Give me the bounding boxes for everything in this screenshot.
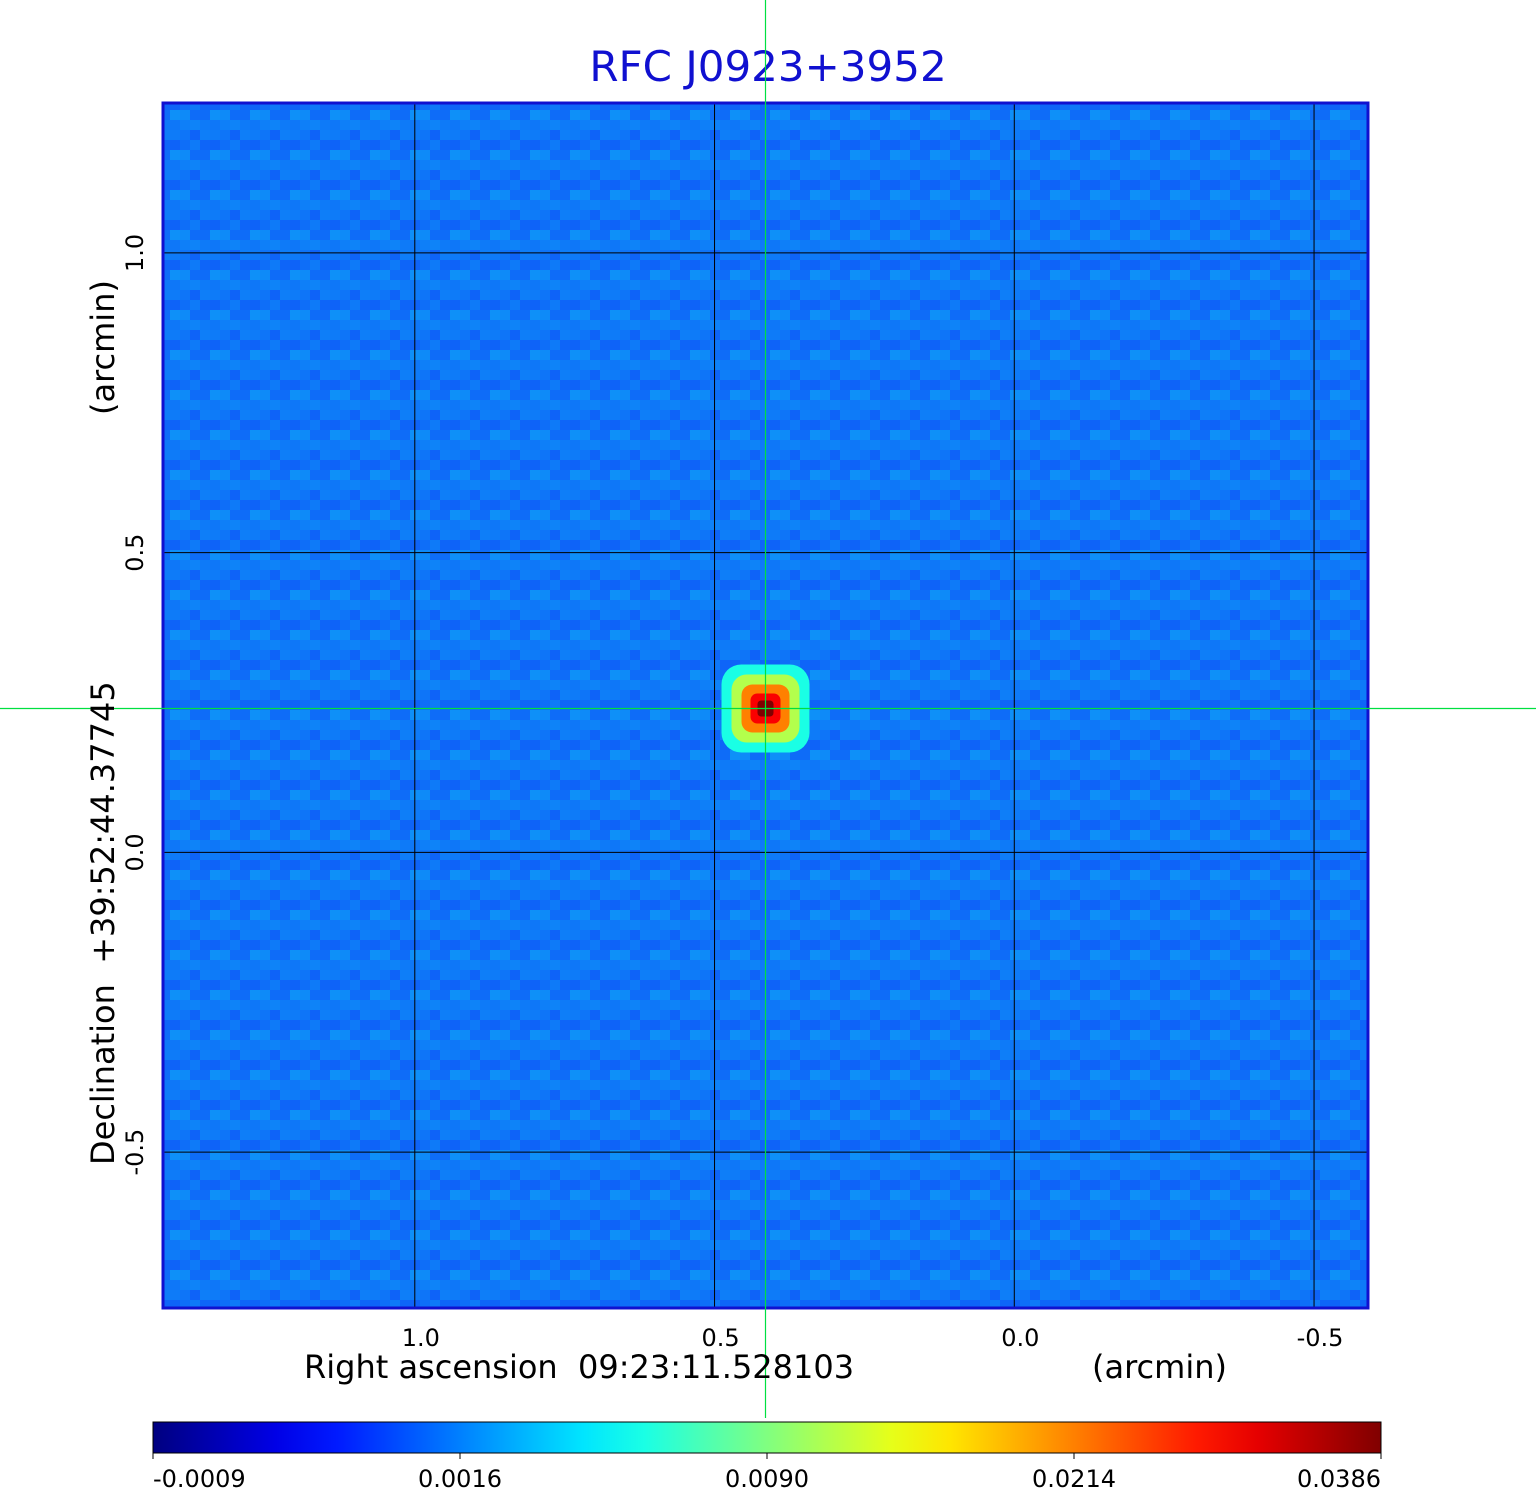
y-axis-label: Declination +39:52:44.37745 (84, 681, 122, 1165)
y-tick-label-1: 0.5 (121, 534, 149, 572)
x-tick-label-0: 1.0 (402, 1324, 440, 1352)
x-axis-label: Right ascension 09:23:11.528103 (304, 1348, 855, 1386)
y-axis-unit: (arcmin) (84, 280, 122, 415)
y-tick-label-2: 0.0 (121, 833, 149, 871)
colorbar (153, 1422, 1381, 1453)
x-tick-label-1: 0.5 (701, 1324, 739, 1352)
colorbar-tick-label-1: 0.0016 (418, 1465, 502, 1493)
x-tick-label-3: -0.5 (1297, 1324, 1344, 1352)
y-tick-label-0: 1.0 (121, 234, 149, 272)
colorbar-tick-label-0: -0.0009 (153, 1465, 246, 1493)
y-tick-label-3: -0.5 (121, 1129, 149, 1176)
colorbar-tick-label-3: 0.0214 (1032, 1465, 1116, 1493)
colorbar-tick-label-4: 0.0386 (1297, 1465, 1381, 1493)
x-tick-label-2: 0.0 (1001, 1324, 1039, 1352)
x-axis-unit: (arcmin) (1092, 1348, 1227, 1386)
chart-title: RFC J0923+3952 (589, 42, 947, 91)
colorbar-tick-label-2: 0.0090 (725, 1465, 809, 1493)
